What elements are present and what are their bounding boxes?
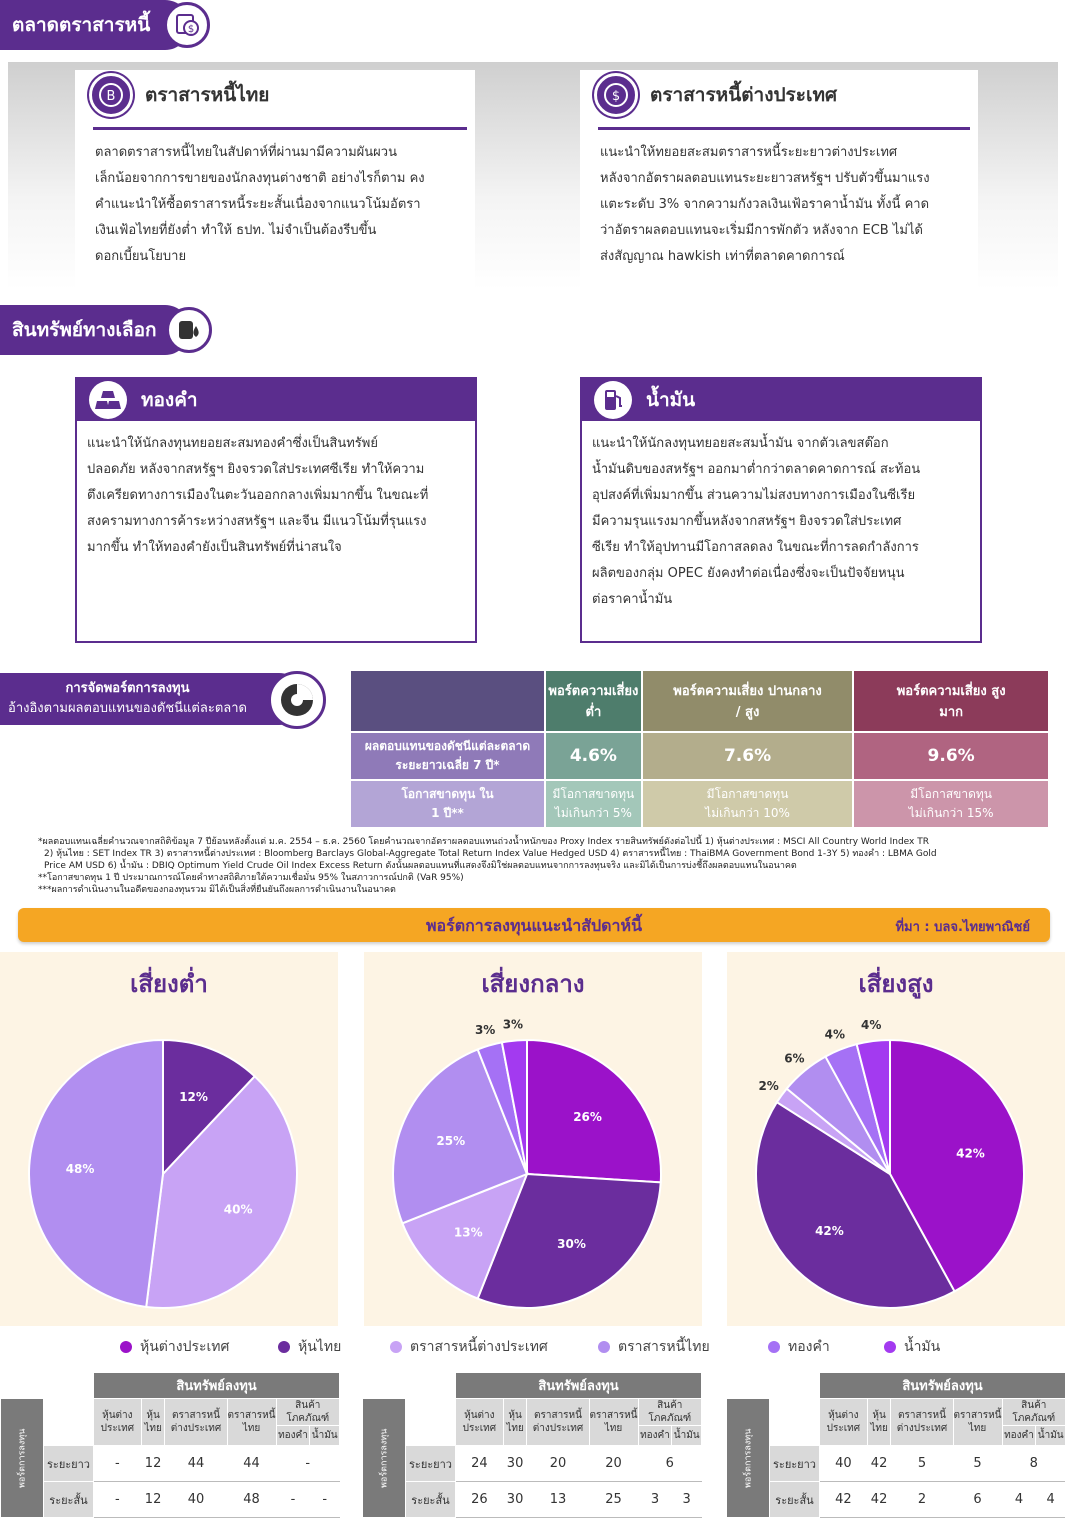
pie-slice-label: 12%: [179, 1090, 208, 1104]
risk-table: พอร์ตความเสี่ยงต่ำ พอร์ตความเสี่ยง ปานกล…: [349, 669, 1050, 829]
asset-table: สินทรัพย์ลงทุน พอร์ตการลงทุน หุ้นต่าง ประเ…: [0, 1372, 341, 1518]
pie-slice: [889, 1038, 1025, 1293]
fuel-pump-icon: [594, 381, 632, 419]
mid-risk-loss: มีโอกาสขาดทุน ไม่เกินกว่า 10%: [640, 779, 855, 829]
pie-panel-high: เสี่ยงสูง 42% 42% 2% 6% 4% 4%: [727, 952, 1065, 1326]
pie-title-high: เสี่ยงสูง: [858, 970, 934, 998]
oil-card: น้ำมัน แนะนำให้นักลงทุนทยอยสะสมน้ำมัน จา…: [580, 377, 982, 643]
pie-slice-label: 6%: [784, 1051, 804, 1065]
legend-thai-bond: ตราสารหนี้ไทย: [598, 1336, 710, 1358]
pie-slice: [28, 1038, 164, 1309]
mid-risk-header: พอร์ตความเสี่ยง ปานกลาง / สูง: [640, 669, 855, 733]
bond-market-tab: ตลาดตราสารหนี้ $: [0, 0, 218, 50]
high-risk-return: 9.6%: [852, 731, 1050, 781]
pie-slice: [855, 1038, 891, 1175]
pie-slice-label: 3%: [475, 1023, 495, 1037]
gold-title: ทองคำ: [141, 389, 198, 411]
pie-chart-icon: [268, 671, 326, 729]
pie-slice: [755, 1100, 956, 1309]
pie-slice-label: 42%: [815, 1224, 844, 1238]
pie-panel-low: เสี่ยงต่ำ 12% 40% 48%: [0, 952, 338, 1326]
banner-title: พอร์ตการลงทุนแนะนำสัปดาห์นี้: [425, 916, 643, 935]
pie-slice-label: 4%: [825, 1028, 845, 1042]
pie-chart-high: 42% 42% 2% 6% 4% 4%: [755, 1018, 1025, 1309]
pie-slice: [476, 1172, 662, 1309]
pie-slice: [162, 1038, 257, 1177]
gold-text: แนะนำให้นักลงทุนทยอยสะสมทองคำซึ่งเป็นสิน…: [87, 436, 429, 555]
banner-source: ที่มา : บลจ.ไทยพาณิชย์: [895, 920, 1030, 935]
footnotes: *ผลตอบแทนเฉลี่ยคำนวณจากสถิติข้อมูล 7 ปีย…: [38, 837, 937, 895]
pie-slice-label: 25%: [436, 1134, 465, 1148]
svg-text:B: B: [107, 89, 116, 104]
return-row-label: ผลตอบแทนของดัชนีแต่ละตลาด ระยะยาวเฉลี่ย …: [349, 731, 546, 781]
foreign-bond-card: $ ตราสารหนี้ต่างประเทศ แนะนำให้ทยอยสะสมต…: [580, 70, 978, 290]
pie-slice: [392, 1048, 529, 1225]
pie-slice: [145, 1074, 298, 1309]
pie-slice-label: 4%: [861, 1018, 881, 1032]
legend-foreign-bond: ตราสารหนี้ต่างประเทศ: [390, 1336, 548, 1358]
svg-text:$: $: [612, 89, 620, 104]
asset-table: สินทรัพย์ลงทุน พอร์ตการลงทุน หุ้นต่าง ประเ…: [726, 1372, 1065, 1518]
low-risk-header: พอร์ตความเสี่ยงต่ำ: [544, 669, 643, 733]
legend-oil: น้ำมัน: [884, 1336, 940, 1358]
loss-row-label: โอกาสขาดทุน ใน 1 ปี**: [349, 779, 546, 829]
mid-risk-return: 7.6%: [640, 731, 855, 781]
gold-card: ทองคำ แนะนำให้นักลงทุนทยอยสะสมทองคำซึ่งเ…: [75, 377, 477, 643]
pie-slice-label: 3%: [503, 1018, 523, 1032]
bond-market-title: ตลาดตราสารหนี้: [0, 0, 190, 50]
pie-slice-label: 2%: [758, 1079, 778, 1093]
oil-title: น้ำมัน: [646, 389, 696, 411]
oil-text: แนะนำให้นักลงทุนทยอยสะสมน้ำมัน จากตัวเลข…: [592, 436, 921, 607]
pie-slice-label: 26%: [573, 1110, 602, 1124]
pie-slice-label: 30%: [557, 1237, 586, 1251]
pie-legend: หุ้นต่างประเทศ หุ้นไทย ตราสารหนี้ต่างประ…: [0, 1336, 1065, 1360]
thai-bond-text: ตลาดตราสารหนี้ไทยในสัปดาห์ที่ผ่านมามีควา…: [95, 145, 425, 264]
dollar-coin-icon: $: [594, 73, 638, 117]
alternative-title: สินทรัพย์ทางเลือก: [0, 305, 190, 355]
legend-gold: ทองคำ: [768, 1336, 830, 1358]
money-coin-icon: $: [164, 2, 210, 48]
pie-slice-label: 42%: [956, 1146, 985, 1160]
pie-slice: [526, 1038, 662, 1184]
thai-bond-card: B ตราสารหนี้ไทย ตลาดตราสารหนี้ไทยในสัปดา…: [75, 70, 475, 290]
legend-thai-equity: หุ้นไทย: [278, 1336, 341, 1358]
pie-title-low: เสี่ยงต่ำ: [130, 970, 208, 998]
allocation-tab: การจัดพอร์ตการลงทุน อ้างอิงตามผลตอบแทนขอ…: [0, 667, 330, 729]
foreign-bond-text: แนะนำให้ทยอยสะสมตราสารหนี้ระยะยาวต่างประ…: [600, 145, 930, 264]
pie-slice: [401, 1172, 529, 1300]
legend-foreign-equity: หุ้นต่างประเทศ: [120, 1336, 229, 1358]
pie-slice-label: 48%: [66, 1162, 95, 1176]
high-risk-header: พอร์ตความเสี่ยง สูงมาก: [852, 669, 1050, 733]
svg-text:$: $: [188, 24, 194, 35]
pie-chart-mid: 26% 30% 13% 25% 3% 3%: [392, 1018, 662, 1309]
pie-title-mid: เสี่ยงกลาง: [481, 970, 585, 998]
pie-slice-label: 40%: [224, 1202, 253, 1216]
asset-table: สินทรัพย์ลงทุน พอร์ตการลงทุน หุ้นต่าง ประเ…: [362, 1372, 703, 1518]
pie-chart-low: 12% 40% 48%: [28, 1038, 298, 1309]
high-risk-loss: มีโอกาสขาดทุน ไม่เกินกว่า 15%: [852, 779, 1050, 829]
low-risk-loss: มีโอกาสขาดทุน ไม่เกินกว่า 5%: [544, 779, 643, 829]
alternative-tab: สินทรัพย์ทางเลือก: [0, 305, 220, 355]
pie-slice: [500, 1038, 528, 1175]
pie-slice-label: 13%: [454, 1226, 483, 1240]
allocation-title: การจัดพอร์ตการลงทุน อ้างอิงตามผลตอบแทนขอ…: [0, 673, 305, 725]
recommended-portfolio-banner: พอร์ตการลงทุนแนะนำสัปดาห์นี้ ที่มา : บลจ…: [18, 908, 1050, 942]
bitcoin-coin-icon: B: [89, 73, 133, 117]
gold-bars-icon: [89, 381, 127, 419]
oil-barrel-icon: [166, 307, 212, 353]
pie-panel-mid: เสี่ยงกลาง 26% 30% 13% 25% 3% 3%: [364, 952, 702, 1326]
foreign-bond-title: ตราสารหนี้ต่างประเทศ: [650, 84, 838, 106]
thai-bond-title: ตราสารหนี้ไทย: [145, 84, 270, 106]
low-risk-return: 4.6%: [544, 731, 643, 781]
